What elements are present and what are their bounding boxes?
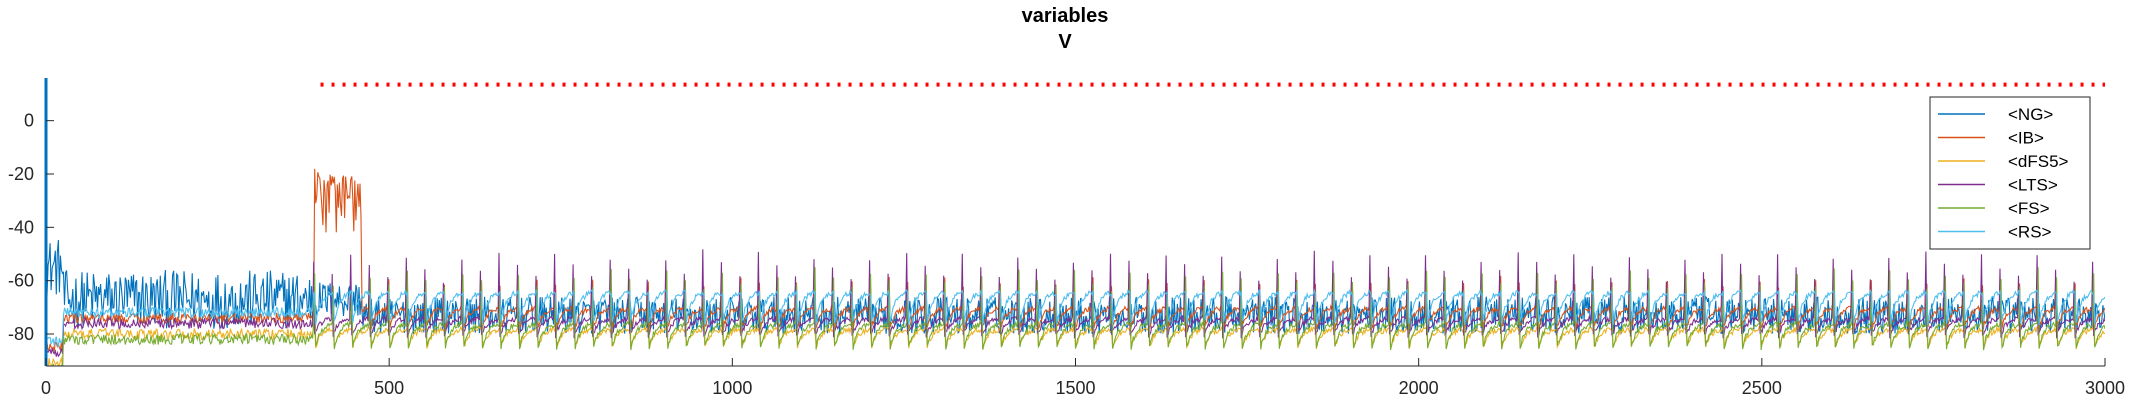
plot-area xyxy=(46,168,2105,366)
y-tick-label: -60 xyxy=(8,271,34,291)
x-tick-label: 0 xyxy=(41,378,51,398)
legend: <NG> <IB> <dFS5> <LTS> <FS> <RS> xyxy=(1929,96,2091,250)
series-line-rs xyxy=(46,288,2105,348)
legend-label: <FS> xyxy=(2008,199,2050,218)
y-tick-label: 0 xyxy=(24,111,34,131)
legend-label: <NG> xyxy=(2008,105,2053,124)
x-tick-label: 3000 xyxy=(2085,378,2125,398)
chart-title: variables xyxy=(1022,5,1109,27)
legend-label: <dFS5> xyxy=(2008,152,2069,171)
y-tick-label: -80 xyxy=(8,324,34,344)
legend-label: <LTS> xyxy=(2008,176,2058,195)
legend-box xyxy=(1929,96,2091,250)
x-tick-label: 1000 xyxy=(712,378,752,398)
chart-subtitle: V xyxy=(1058,31,1072,53)
x-tick-label: 2000 xyxy=(1399,378,1439,398)
legend-label: <IB> xyxy=(2008,129,2044,148)
y-tick-label: -40 xyxy=(8,217,34,237)
x-tick-label: 1500 xyxy=(1055,378,1095,398)
legend-label: <RS> xyxy=(2008,223,2052,242)
y-tick-label: -20 xyxy=(8,164,34,184)
x-tick-label: 500 xyxy=(374,378,404,398)
axes: 0 500 1000 1500 2000 2500 3000 0 -20 -40 -60 -80 xyxy=(8,78,2125,398)
x-tick-label: 2500 xyxy=(1742,378,1782,398)
